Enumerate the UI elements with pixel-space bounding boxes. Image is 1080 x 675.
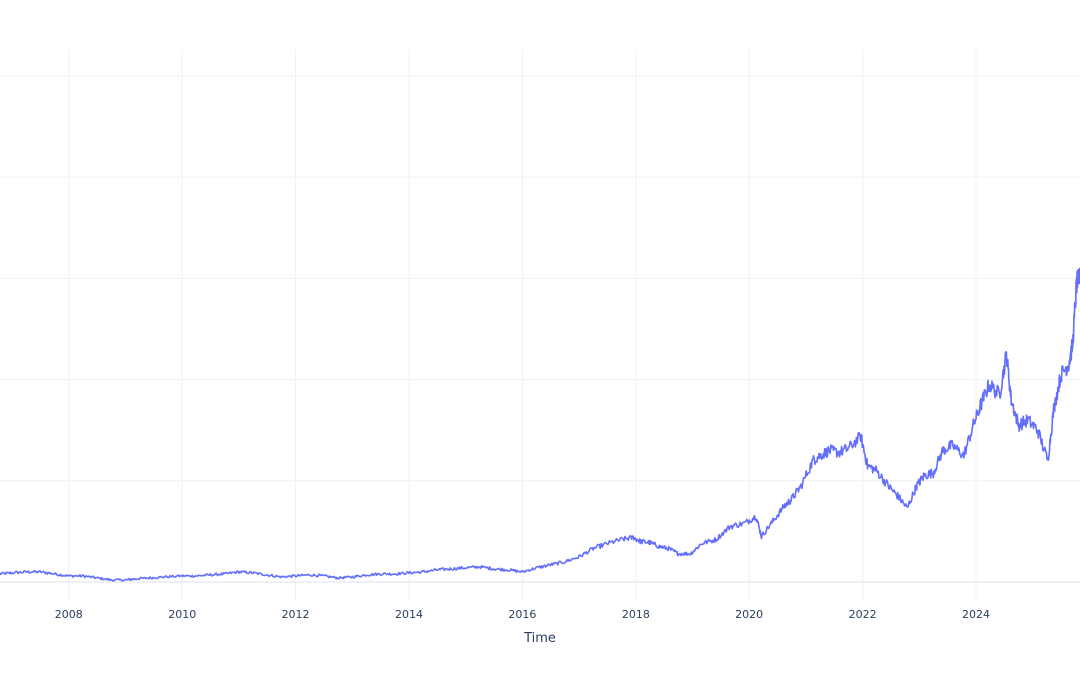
series-layer: [0, 267, 1080, 582]
x-tick-label: 2012: [282, 608, 310, 621]
x-tick-label: 2016: [508, 608, 536, 621]
x-tick-label: 2008: [55, 608, 83, 621]
series-line: [0, 267, 1080, 582]
x-tick-label: 2022: [849, 608, 877, 621]
x-axis-ticks: 2008 2010 2012 2014 2016 2018 2020 2022 2024: [55, 608, 990, 621]
x-tick-label: 2024: [962, 608, 990, 621]
x-tick-label: 2018: [622, 608, 650, 621]
x-axis-title: Time: [523, 631, 556, 646]
x-tick-label: 2020: [735, 608, 763, 621]
gridlines: [0, 50, 1080, 600]
x-tick-label: 2010: [168, 608, 196, 621]
x-tick-label: 2014: [395, 608, 423, 621]
